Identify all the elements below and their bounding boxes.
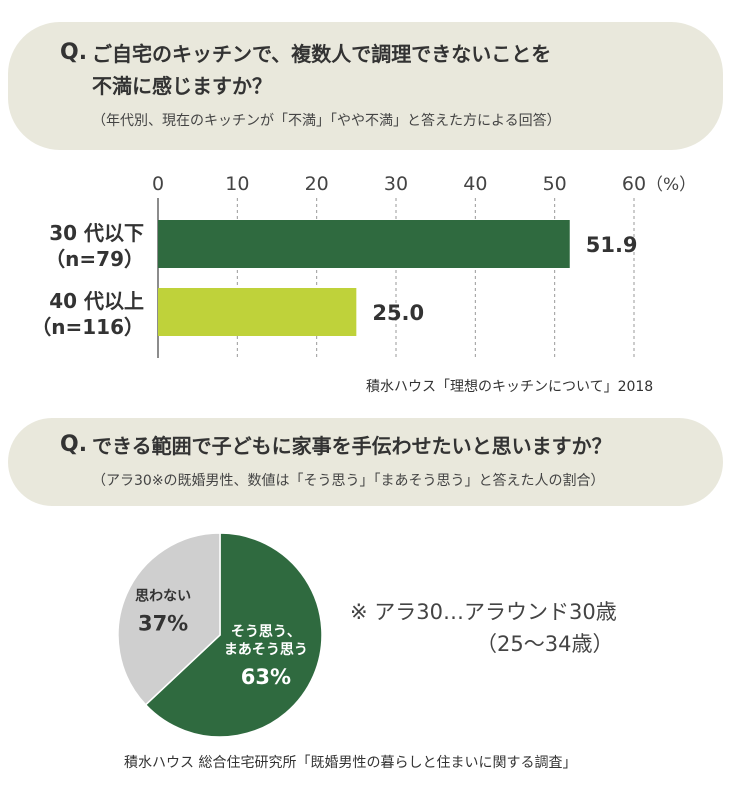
question-2-line-1: できる範囲で子どもに家事を手伝わせたいと思いますか？	[92, 434, 612, 458]
question-2-subtitle: （アラ30※の既婚男性、数値は「そう思う」「まあそう思う」と答えた人の割合）	[92, 473, 605, 489]
pie-slice-label: まあそう思う	[224, 642, 308, 658]
question-1-box: Q. ご自宅のキッチンで、複数人で調理できないことを 不満に感じますか？ （年代…	[8, 22, 723, 150]
question-1-subtitle: （年代別、現在のキッチンが「不満」「やや不満」と答えた方による回答）	[92, 113, 561, 129]
category-sample-size: （n=116）	[31, 315, 144, 339]
x-tick-label: 50	[543, 173, 567, 195]
question-1-line-1: ご自宅のキッチンで、複数人で調理できないことを	[92, 42, 552, 66]
category-label: 40 代以上	[49, 289, 144, 313]
bar	[158, 288, 357, 336]
category-label: 30 代以下	[49, 221, 144, 245]
question-1-line-2: 不満に感じますか？	[92, 74, 272, 98]
pie-slice-value: 63%	[241, 665, 291, 689]
note-line-2: （25〜34歳）	[476, 632, 614, 656]
bar	[158, 220, 570, 268]
bar-value-label: 25.0	[372, 301, 424, 325]
pie-slice-label: 思わない	[135, 588, 191, 604]
pie-slice	[117, 532, 221, 706]
x-tick-label: 10	[225, 173, 249, 195]
question-2-prefix: Q.	[60, 432, 88, 457]
note-line-1: ※ アラ30…アラウンド30歳	[350, 600, 617, 624]
bar-chart-source: 積水ハウス「理想のキッチンについて」2018	[366, 379, 654, 395]
x-tick-label: 60	[622, 173, 646, 195]
pie-slice-label: そう思う、	[231, 624, 301, 640]
category-sample-size: （n=79）	[45, 247, 144, 271]
bar-value-label: 51.9	[586, 233, 638, 257]
x-tick-label: 0	[152, 173, 164, 195]
x-tick-label: 20	[305, 173, 329, 195]
x-tick-label: 40	[463, 173, 487, 195]
x-axis-unit: （%）	[646, 175, 696, 195]
pie-chart: そう思う、まあそう思う 63% 思わない 37%	[117, 532, 323, 738]
bar-chart: 0 10 20 30 40 50 60 （%） 51.9 30 代以下（n=79） 25.0 40 代…	[31, 173, 696, 358]
pie-slice-value: 37%	[138, 611, 188, 635]
question-2-box: Q. できる範囲で子どもに家事を手伝わせたいと思いますか？ （アラ30※の既婚男…	[8, 418, 723, 506]
pie-chart-source: 積水ハウス 総合住宅研究所「既婚男性の暮らしと住まいに関する調査」	[124, 755, 577, 771]
question-1-prefix: Q.	[60, 40, 88, 65]
x-tick-label: 30	[384, 173, 408, 195]
pie-slice	[144, 532, 323, 738]
